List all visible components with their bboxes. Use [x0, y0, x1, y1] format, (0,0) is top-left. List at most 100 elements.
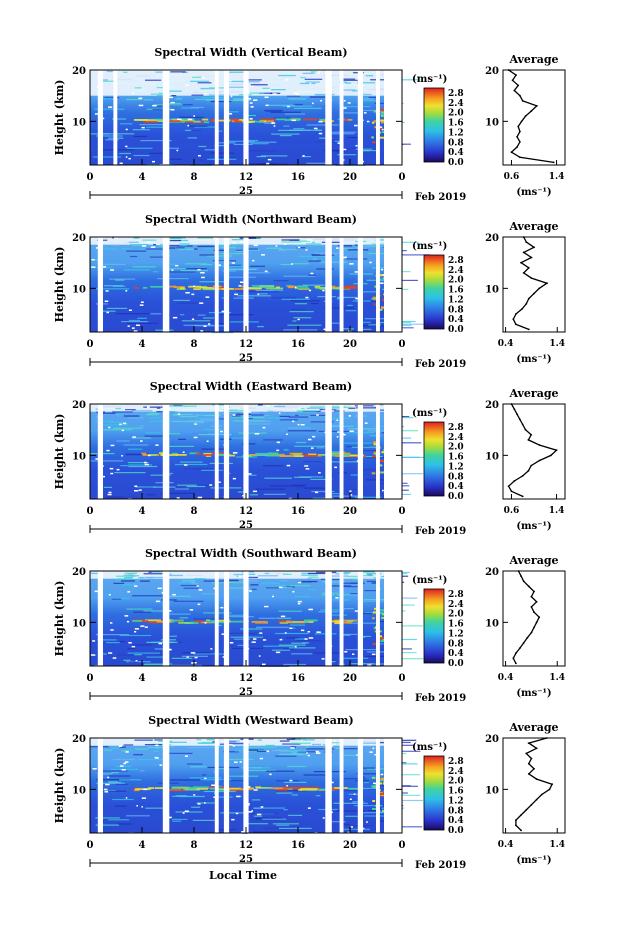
profile-point — [525, 302, 528, 305]
heatmap-cell — [125, 409, 136, 411]
heatmap-cell — [200, 263, 212, 266]
dropout — [193, 662, 197, 664]
heatmap-cell — [154, 787, 165, 789]
heatmap-cell — [173, 600, 204, 602]
colorbar-tick-label: 0.0 — [448, 158, 464, 168]
dropout — [219, 430, 223, 433]
dropout — [229, 80, 232, 82]
x-tick-label: 16 — [291, 339, 305, 350]
x-tick-label: 0 — [399, 506, 406, 517]
heatmap-cell — [243, 423, 271, 425]
data-gap — [376, 404, 380, 499]
heatmap-cell — [131, 410, 153, 412]
heatmap-cell — [310, 478, 333, 480]
heatmap-cell — [293, 128, 305, 130]
profile-point — [530, 595, 533, 598]
dropout — [251, 641, 256, 643]
heatmap-cell — [240, 412, 245, 414]
heatmap-cell — [228, 71, 247, 73]
date-label: 25 — [239, 854, 253, 865]
y-tick-label: 20 — [72, 567, 86, 578]
dropout — [210, 648, 213, 650]
profile-point — [510, 151, 513, 154]
data-gap — [357, 404, 363, 499]
heatmap-cell — [365, 655, 397, 657]
heatmap-cell — [331, 661, 336, 663]
dropout — [366, 821, 368, 823]
profile-point — [527, 439, 530, 441]
dropout — [252, 259, 255, 262]
heatmap-cell — [293, 107, 322, 109]
heatmap-cell — [238, 432, 267, 434]
heatmap-cell — [250, 84, 268, 86]
heatmap-cell — [372, 611, 378, 614]
x-tick-label: 0 — [399, 673, 406, 684]
heatmap-cell — [176, 247, 185, 249]
dropout — [369, 261, 372, 264]
heatmap-cell — [100, 429, 133, 431]
heatmap-cell — [356, 456, 383, 458]
heatmap-cell — [340, 119, 348, 121]
heatmap-cell — [258, 575, 279, 577]
heatmap-cell — [115, 765, 132, 768]
dropout — [209, 484, 213, 486]
dropout — [253, 638, 257, 640]
profile-x-tick-label: 0.4 — [498, 840, 514, 850]
heatmap-cell — [231, 437, 250, 439]
dropout — [232, 745, 235, 747]
panel-3: Spectral Width (Eastward Beam)2010Height… — [53, 380, 566, 537]
dropout — [107, 776, 110, 779]
month-label: Feb 2019 — [415, 192, 466, 203]
dropout — [92, 768, 97, 770]
heatmap-cell — [96, 770, 128, 772]
profile-point — [513, 408, 516, 410]
heatmap-cell — [139, 425, 144, 427]
heatmap-cell — [283, 573, 292, 575]
heatmap-cell — [249, 454, 258, 456]
heatmap-cell — [139, 770, 145, 772]
heatmap-cell — [96, 779, 130, 781]
heatmap-cell — [215, 323, 228, 325]
panel-title: Spectral Width (Eastward Beam) — [150, 380, 352, 393]
heatmap-cell — [267, 454, 283, 457]
heatmap-cell — [316, 268, 334, 270]
heatmap-cell — [400, 250, 407, 252]
heatmap-cell — [126, 250, 147, 252]
dropout — [199, 302, 204, 304]
heatmap-cell — [96, 634, 129, 636]
heatmap-cell — [311, 254, 320, 256]
heatmap-cell — [368, 324, 381, 326]
data-gap — [376, 237, 380, 332]
colorbar-tick-label: 1.6 — [448, 286, 464, 296]
dropout — [229, 642, 234, 644]
heatmap-cell — [260, 155, 288, 157]
y-tick-label: 10 — [72, 117, 86, 128]
heatmap-cell — [296, 410, 317, 412]
heatmap-cell — [318, 454, 333, 456]
data-gap — [162, 738, 170, 833]
dropout — [112, 657, 117, 659]
heatmap-cell — [378, 136, 385, 139]
dropout — [110, 269, 115, 271]
heatmap-cell — [203, 414, 221, 417]
heatmap-cell — [379, 471, 384, 474]
dropout — [139, 304, 144, 306]
heatmap-cell — [198, 159, 205, 161]
colorbar-tick-label: 0.8 — [448, 138, 464, 148]
heatmap-cell — [206, 99, 214, 101]
heatmap-cell — [309, 96, 328, 98]
heatmap-cell — [114, 472, 146, 474]
heatmap-cell — [304, 78, 323, 80]
profile-point — [522, 251, 525, 254]
heatmap-cell — [308, 274, 317, 276]
heatmap-cell — [163, 613, 191, 615]
heatmap-cell — [264, 122, 274, 124]
x-tick-label: 20 — [343, 172, 357, 183]
dropout — [194, 656, 198, 659]
profile-y-tick-label: 20 — [485, 567, 499, 578]
heatmap-cell — [310, 302, 319, 305]
heatmap-cell — [322, 581, 345, 583]
dropout — [342, 148, 347, 151]
heatmap-cell — [147, 746, 163, 749]
heatmap-cell — [210, 620, 217, 623]
